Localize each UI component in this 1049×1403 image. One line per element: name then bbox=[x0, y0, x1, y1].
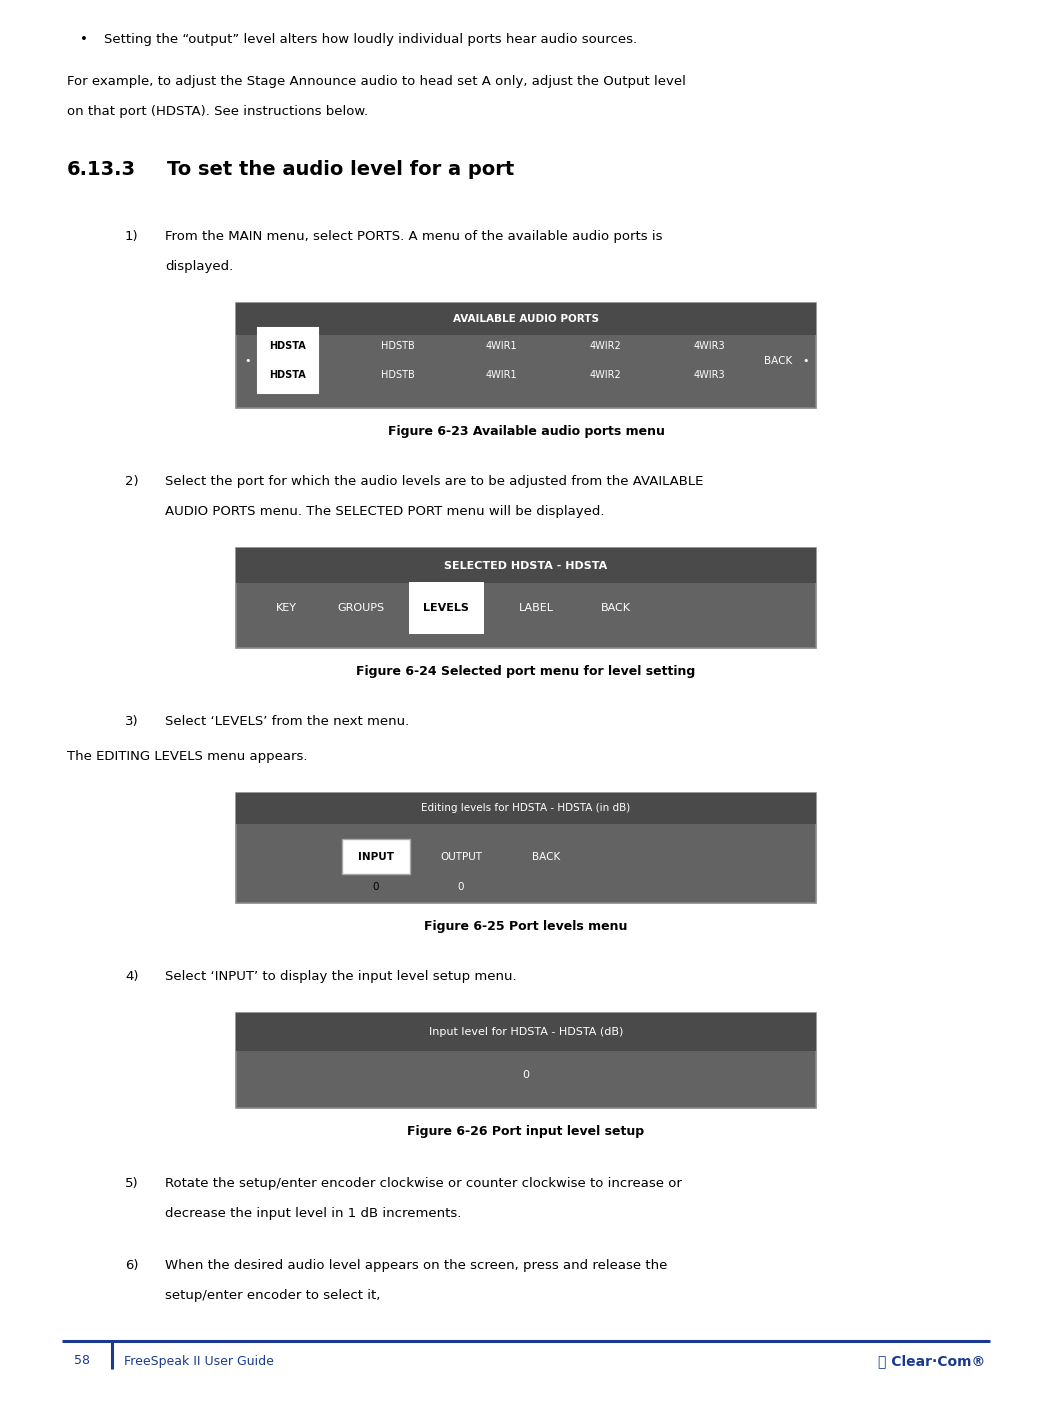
Text: decrease the input level in 1 dB increments.: decrease the input level in 1 dB increme… bbox=[165, 1207, 462, 1221]
Text: Editing levels for HDSTA - HDSTA (in dB): Editing levels for HDSTA - HDSTA (in dB) bbox=[422, 804, 630, 814]
Text: displayed.: displayed. bbox=[165, 260, 233, 274]
Text: LABEL: LABEL bbox=[518, 603, 554, 613]
Text: Select ‘INPUT’ to display the input level setup menu.: Select ‘INPUT’ to display the input leve… bbox=[165, 969, 516, 984]
Text: From the MAIN menu, select PORTS. A menu of the available audio ports is: From the MAIN menu, select PORTS. A menu… bbox=[165, 230, 663, 243]
Text: LEVELS: LEVELS bbox=[423, 603, 469, 613]
FancyBboxPatch shape bbox=[236, 793, 816, 824]
Text: 0: 0 bbox=[457, 881, 465, 891]
Text: When the desired audio level appears on the screen, press and release the: When the desired audio level appears on … bbox=[165, 1258, 667, 1273]
Text: AUDIO PORTS menu. The SELECTED PORT menu will be displayed.: AUDIO PORTS menu. The SELECTED PORT menu… bbox=[165, 505, 604, 518]
Text: HDSTA: HDSTA bbox=[270, 370, 306, 380]
Text: 4WIR2: 4WIR2 bbox=[590, 370, 621, 380]
Text: 4WIR3: 4WIR3 bbox=[693, 370, 725, 380]
Text: 58: 58 bbox=[74, 1354, 90, 1368]
Text: 4): 4) bbox=[125, 969, 138, 984]
Text: ⓒ Clear·Com®: ⓒ Clear·Com® bbox=[878, 1354, 985, 1368]
FancyBboxPatch shape bbox=[236, 1013, 816, 1108]
Text: Figure 6-25 Port levels menu: Figure 6-25 Port levels menu bbox=[424, 920, 627, 933]
Text: •: • bbox=[244, 356, 252, 366]
Text: setup/enter encoder to select it,: setup/enter encoder to select it, bbox=[165, 1289, 381, 1302]
Text: Select the port for which the audio levels are to be adjusted from the AVAILABLE: Select the port for which the audio leve… bbox=[165, 476, 704, 488]
Text: BACK: BACK bbox=[601, 603, 631, 613]
Text: Rotate the setup/enter encoder clockwise or counter clockwise to increase or: Rotate the setup/enter encoder clockwise… bbox=[165, 1177, 682, 1190]
Text: 3): 3) bbox=[125, 716, 138, 728]
Text: Select ‘LEVELS’ from the next menu.: Select ‘LEVELS’ from the next menu. bbox=[165, 716, 409, 728]
Text: •: • bbox=[802, 356, 809, 366]
FancyBboxPatch shape bbox=[236, 303, 816, 408]
Text: 6): 6) bbox=[125, 1258, 138, 1273]
Text: SELECTED HDSTA - HDSTA: SELECTED HDSTA - HDSTA bbox=[445, 561, 607, 571]
Text: BACK: BACK bbox=[532, 852, 560, 861]
Text: •: • bbox=[80, 34, 88, 46]
Text: 0: 0 bbox=[522, 1069, 530, 1080]
Text: 0: 0 bbox=[372, 881, 380, 891]
FancyBboxPatch shape bbox=[236, 793, 816, 904]
FancyBboxPatch shape bbox=[236, 303, 816, 334]
FancyBboxPatch shape bbox=[342, 839, 410, 874]
Text: FreeSpeak II User Guide: FreeSpeak II User Guide bbox=[124, 1354, 274, 1368]
Text: AVAILABLE AUDIO PORTS: AVAILABLE AUDIO PORTS bbox=[453, 314, 599, 324]
Text: Input level for HDSTA - HDSTA (dB): Input level for HDSTA - HDSTA (dB) bbox=[429, 1027, 623, 1037]
FancyBboxPatch shape bbox=[236, 549, 816, 648]
FancyBboxPatch shape bbox=[408, 582, 484, 634]
Text: HDSTA: HDSTA bbox=[270, 341, 306, 351]
FancyBboxPatch shape bbox=[258, 328, 318, 393]
Text: 4WIR3: 4WIR3 bbox=[693, 341, 725, 351]
Text: INPUT: INPUT bbox=[358, 852, 394, 861]
Text: 4WIR1: 4WIR1 bbox=[486, 341, 517, 351]
Text: For example, to adjust the Stage Announce audio to head set A only, adjust the O: For example, to adjust the Stage Announc… bbox=[67, 74, 686, 88]
Text: Figure 6-23 Available audio ports menu: Figure 6-23 Available audio ports menu bbox=[387, 425, 664, 438]
Text: 6.13.3: 6.13.3 bbox=[67, 160, 136, 180]
FancyBboxPatch shape bbox=[236, 1013, 816, 1051]
Text: Setting the “output” level alters how loudly individual ports hear audio sources: Setting the “output” level alters how lo… bbox=[104, 34, 637, 46]
Text: HDSTB: HDSTB bbox=[381, 341, 414, 351]
Text: 1): 1) bbox=[125, 230, 138, 243]
Text: 4WIR1: 4WIR1 bbox=[486, 370, 517, 380]
Text: HDSTB: HDSTB bbox=[381, 370, 414, 380]
Text: 4WIR2: 4WIR2 bbox=[590, 341, 621, 351]
Text: KEY: KEY bbox=[276, 603, 297, 613]
Text: GROUPS: GROUPS bbox=[338, 603, 385, 613]
Text: To set the audio level for a port: To set the audio level for a port bbox=[167, 160, 514, 180]
Text: BACK: BACK bbox=[764, 356, 792, 366]
Text: Figure 6-26 Port input level setup: Figure 6-26 Port input level setup bbox=[407, 1125, 644, 1138]
Text: on that port (HDSTA). See instructions below.: on that port (HDSTA). See instructions b… bbox=[67, 105, 368, 118]
FancyBboxPatch shape bbox=[236, 549, 816, 584]
Text: OUTPUT: OUTPUT bbox=[440, 852, 481, 861]
Text: The EDITING LEVELS menu appears.: The EDITING LEVELS menu appears. bbox=[67, 751, 307, 763]
Text: Figure 6-24 Selected port menu for level setting: Figure 6-24 Selected port menu for level… bbox=[357, 665, 695, 678]
Text: 2): 2) bbox=[125, 476, 138, 488]
Text: 5): 5) bbox=[125, 1177, 138, 1190]
